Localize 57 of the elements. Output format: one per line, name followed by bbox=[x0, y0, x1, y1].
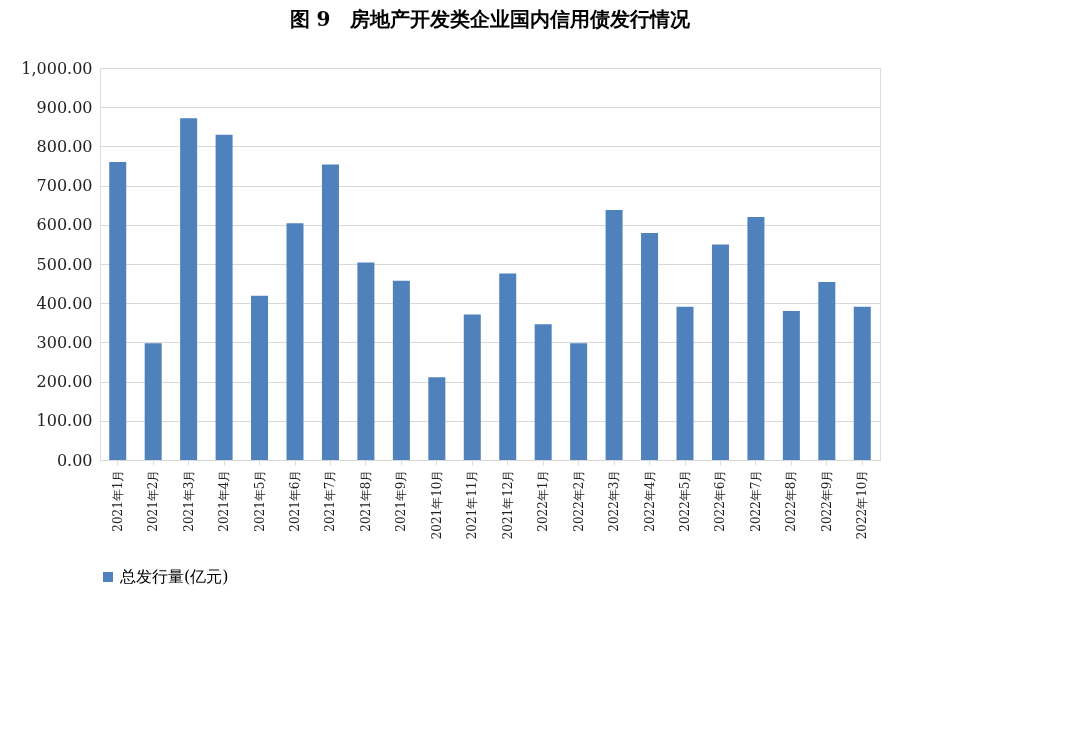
bar bbox=[534, 324, 552, 460]
chart-title: 图 9 房地产开发类企业国内信用债发行情况 bbox=[289, 7, 692, 31]
x-tick-label: 2022年9月 bbox=[819, 469, 834, 532]
bar bbox=[251, 295, 269, 460]
y-tick-label: 900.00 bbox=[36, 97, 93, 117]
bar bbox=[853, 306, 871, 460]
x-tick-label: 2022年2月 bbox=[571, 469, 586, 532]
x-tick-label: 2022年6月 bbox=[713, 469, 728, 532]
bar bbox=[321, 164, 339, 460]
bar bbox=[499, 273, 517, 460]
y-tick-label: 200.00 bbox=[36, 372, 93, 392]
bar bbox=[641, 233, 659, 460]
y-tick-label: 300.00 bbox=[36, 332, 93, 352]
bar bbox=[144, 343, 162, 460]
bar bbox=[286, 223, 304, 460]
bar bbox=[818, 282, 836, 460]
bar bbox=[747, 216, 765, 460]
y-tick-label: 700.00 bbox=[36, 176, 93, 196]
x-tick-label: 2021年4月 bbox=[217, 469, 232, 532]
bar bbox=[392, 280, 410, 460]
x-tick-label: 2022年8月 bbox=[784, 469, 799, 532]
y-tick-label: 400.00 bbox=[36, 293, 93, 313]
x-tick-label: 2021年7月 bbox=[323, 469, 338, 532]
x-tick-label: 2021年1月 bbox=[110, 469, 125, 532]
x-tick-label: 2021年3月 bbox=[181, 469, 196, 532]
bar bbox=[463, 314, 481, 460]
y-tick-label: 1,000.00 bbox=[21, 58, 93, 78]
x-tick-label: 2022年10月 bbox=[855, 469, 870, 540]
x-tick-label: 2021年5月 bbox=[252, 469, 267, 532]
y-tick-label: 100.00 bbox=[36, 411, 93, 431]
x-tick-label: 2022年5月 bbox=[678, 469, 692, 532]
bar bbox=[428, 377, 446, 460]
legend-label: 总发行量(亿元) bbox=[119, 567, 229, 586]
bar bbox=[109, 162, 127, 460]
x-tick-label: 2022年7月 bbox=[748, 469, 763, 532]
x-tick-label: 2021年12月 bbox=[500, 469, 515, 540]
x-tick-label: 2021年8月 bbox=[358, 469, 373, 532]
bar bbox=[570, 343, 588, 460]
x-tick-label: 2022年3月 bbox=[607, 469, 622, 532]
bar bbox=[782, 311, 800, 460]
bar bbox=[676, 306, 694, 460]
y-tick-label: 800.00 bbox=[36, 136, 93, 156]
x-tick-label: 2022年4月 bbox=[642, 469, 657, 532]
bar bbox=[711, 244, 729, 460]
y-tick-label: 0.00 bbox=[56, 450, 93, 470]
x-tick-label: 2022年1月 bbox=[536, 469, 551, 532]
bar bbox=[357, 262, 375, 460]
y-tick-label: 600.00 bbox=[36, 215, 93, 235]
x-tick-label: 2021年10月 bbox=[429, 469, 444, 540]
x-tick-label: 2021年9月 bbox=[394, 469, 409, 532]
x-tick-label: 2021年11月 bbox=[465, 469, 480, 540]
bar bbox=[215, 134, 233, 460]
x-tick-label: 2021年6月 bbox=[288, 469, 302, 532]
y-tick-label: 500.00 bbox=[36, 254, 93, 274]
bar bbox=[180, 118, 198, 460]
bar bbox=[605, 209, 623, 460]
x-tick-label: 2021年2月 bbox=[146, 469, 161, 532]
